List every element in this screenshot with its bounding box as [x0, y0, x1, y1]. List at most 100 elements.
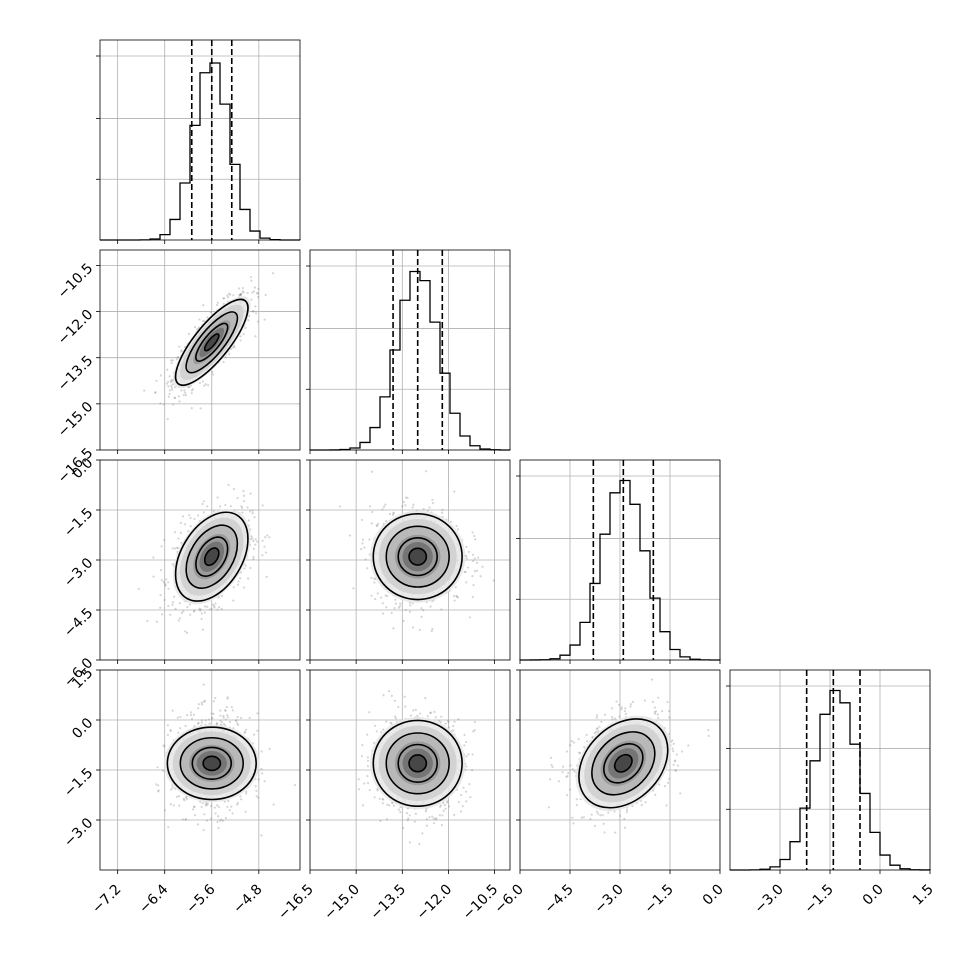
scatter-point — [179, 715, 182, 719]
scatter-point — [257, 287, 260, 290]
scatter-point — [387, 689, 391, 693]
scatter-point — [191, 388, 195, 391]
scatter-point — [205, 819, 209, 822]
density-shade — [205, 548, 219, 565]
scatter-point — [208, 608, 211, 611]
scatter-point — [381, 802, 384, 805]
scatter-point — [228, 292, 231, 295]
scatter-point — [603, 831, 606, 834]
scatter-point — [160, 579, 163, 582]
scatter-point — [261, 772, 264, 775]
scatter-point — [448, 726, 451, 729]
scatter-point — [456, 596, 459, 599]
scatter-point — [249, 275, 253, 279]
scatter-point — [162, 580, 165, 583]
scatter-point — [611, 718, 614, 721]
panel-frame — [309, 459, 511, 661]
scatter-point — [465, 800, 468, 803]
scatter-point — [364, 558, 367, 561]
scatter-point — [252, 557, 255, 561]
scatter-point — [246, 291, 249, 295]
scatter-point — [391, 513, 395, 516]
scatter-point — [228, 353, 231, 356]
scatter-point — [170, 788, 173, 791]
scatter-point — [183, 391, 187, 394]
scatter-point — [614, 717, 617, 720]
scatter-point — [456, 528, 460, 531]
scatter-point — [368, 788, 371, 792]
scatter-point — [243, 494, 246, 497]
scatter-point — [261, 539, 264, 542]
scatter-point — [444, 722, 447, 725]
scatter-point — [236, 583, 240, 586]
scatter-point — [373, 581, 376, 584]
scatter-point — [456, 595, 459, 598]
scatter-point — [234, 719, 238, 722]
scatter-point — [411, 602, 414, 605]
scatter-point — [218, 819, 222, 822]
scatter-point — [385, 606, 388, 609]
scatter-point — [572, 741, 575, 744]
scatter-point — [492, 579, 495, 582]
scatter-point — [213, 806, 216, 809]
scatter-point — [293, 783, 297, 787]
scatter-point — [420, 615, 423, 619]
scatter-point — [169, 728, 172, 732]
scatter-point — [236, 715, 239, 719]
scatter-point — [432, 822, 436, 825]
scatter-point — [471, 531, 474, 534]
scatter-point — [178, 400, 181, 403]
scatter-point — [403, 695, 406, 698]
scatter-point — [190, 389, 193, 392]
scatter-point — [653, 711, 656, 714]
scatter-point — [389, 721, 392, 724]
scatter-point — [200, 703, 204, 706]
scatter-point — [459, 793, 463, 797]
scatter-point — [202, 320, 205, 323]
scatter-point — [381, 602, 384, 605]
scatter-point — [596, 727, 599, 730]
contour-line — [191, 746, 233, 781]
scatter-point — [180, 389, 183, 392]
scatter-point — [382, 505, 386, 508]
scatter-point — [196, 823, 199, 826]
scatter-point — [223, 800, 226, 803]
scatter-point — [250, 279, 253, 282]
scatter-point — [256, 320, 260, 323]
scatter-point — [440, 608, 443, 611]
scatter-point — [165, 578, 168, 581]
scatter-point — [425, 818, 429, 821]
scatter-point — [178, 804, 181, 807]
scatter-point — [260, 834, 263, 837]
scatter-point — [177, 731, 180, 734]
scatter-point — [252, 547, 255, 550]
scatter-point — [206, 316, 209, 319]
scatter-point — [217, 805, 221, 808]
scatter-point — [228, 809, 231, 812]
contour-line — [174, 298, 249, 386]
scatter-point — [159, 402, 162, 405]
scatter-point — [390, 611, 393, 615]
scatter-point — [197, 707, 200, 710]
scatter-point — [386, 803, 389, 806]
scatter-point — [221, 819, 224, 823]
scatter-point — [402, 827, 405, 830]
scatter-point — [156, 766, 159, 769]
scatter-point — [239, 293, 242, 297]
scatter-point — [193, 326, 197, 329]
scatter-point — [159, 569, 163, 572]
scatter-point — [260, 768, 263, 771]
scatter-point — [224, 709, 227, 712]
scatter-point — [453, 813, 456, 816]
scatter-point — [374, 597, 377, 601]
scatter-point — [431, 600, 434, 603]
scatter-point — [210, 607, 213, 610]
scatter-point — [473, 534, 476, 538]
scatter-point — [394, 602, 397, 605]
scatter-point — [271, 272, 275, 275]
scatter-point — [192, 805, 196, 808]
scatter-point — [442, 809, 445, 812]
scatter-point — [177, 537, 180, 540]
scatter-point — [671, 739, 674, 742]
scatter-point — [368, 538, 371, 541]
